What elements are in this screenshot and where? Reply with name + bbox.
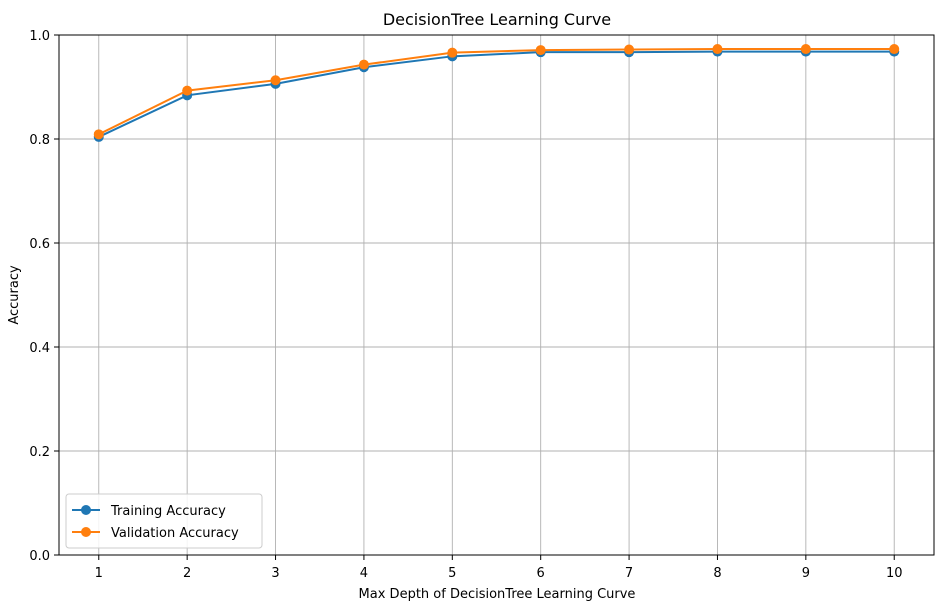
x-tick-label: 7 xyxy=(625,566,633,581)
legend-box xyxy=(65,493,263,549)
validation-accuracy-point xyxy=(800,44,811,55)
validation-accuracy-point xyxy=(712,44,723,55)
y-axis-label: Accuracy xyxy=(7,265,22,325)
x-tick-label: 1 xyxy=(95,566,103,581)
y-tick-label: 0.2 xyxy=(29,445,50,460)
y-tick-label: 1.0 xyxy=(29,29,50,44)
validation-accuracy-point xyxy=(270,75,281,86)
x-tick-label: 6 xyxy=(537,566,545,581)
x-tick-label: 2 xyxy=(183,566,191,581)
chart-title: DecisionTree Learning Curve xyxy=(383,10,611,29)
validation-accuracy-point xyxy=(358,59,369,70)
validation-accuracy-point xyxy=(889,44,900,55)
legend-training-label: Training Accuracy xyxy=(110,504,226,519)
validation-accuracy-line xyxy=(98,48,895,136)
validation-accuracy-point xyxy=(182,85,193,96)
y-tick-label: 0.4 xyxy=(29,341,50,356)
y-tick-label: 0.0 xyxy=(29,549,50,564)
legend: Training Accuracy Validation Accuracy xyxy=(65,493,263,549)
validation-accuracy-point xyxy=(535,45,546,56)
legend-validation-marker xyxy=(81,527,91,537)
legend-training-marker xyxy=(81,505,91,515)
validation-accuracy-point xyxy=(93,129,104,140)
y-tick-label: 0.6 xyxy=(29,237,50,252)
x-tick-label: 3 xyxy=(271,566,279,581)
x-axis-label: Max Depth of DecisionTree Learning Curve xyxy=(359,587,636,602)
data-series xyxy=(93,44,900,142)
legend-validation-label: Validation Accuracy xyxy=(111,526,239,541)
grid-lines xyxy=(59,34,934,556)
x-tick-label: 8 xyxy=(713,566,721,581)
x-tick-label: 10 xyxy=(886,566,903,581)
x-tick-label: 4 xyxy=(360,566,368,581)
x-tick-label: 5 xyxy=(448,566,456,581)
y-tick-label: 0.8 xyxy=(29,133,50,148)
x-tick-label: 9 xyxy=(802,566,810,581)
plot-frame xyxy=(58,34,935,556)
training-accuracy-line xyxy=(98,50,895,138)
validation-accuracy-point xyxy=(624,44,635,55)
axis-ticks: 1 2 3 4 5 6 7 8 9 10 0.0 0.2 0.4 0.6 0.8 1.0 xyxy=(29,29,902,581)
validation-accuracy-point xyxy=(447,47,458,58)
